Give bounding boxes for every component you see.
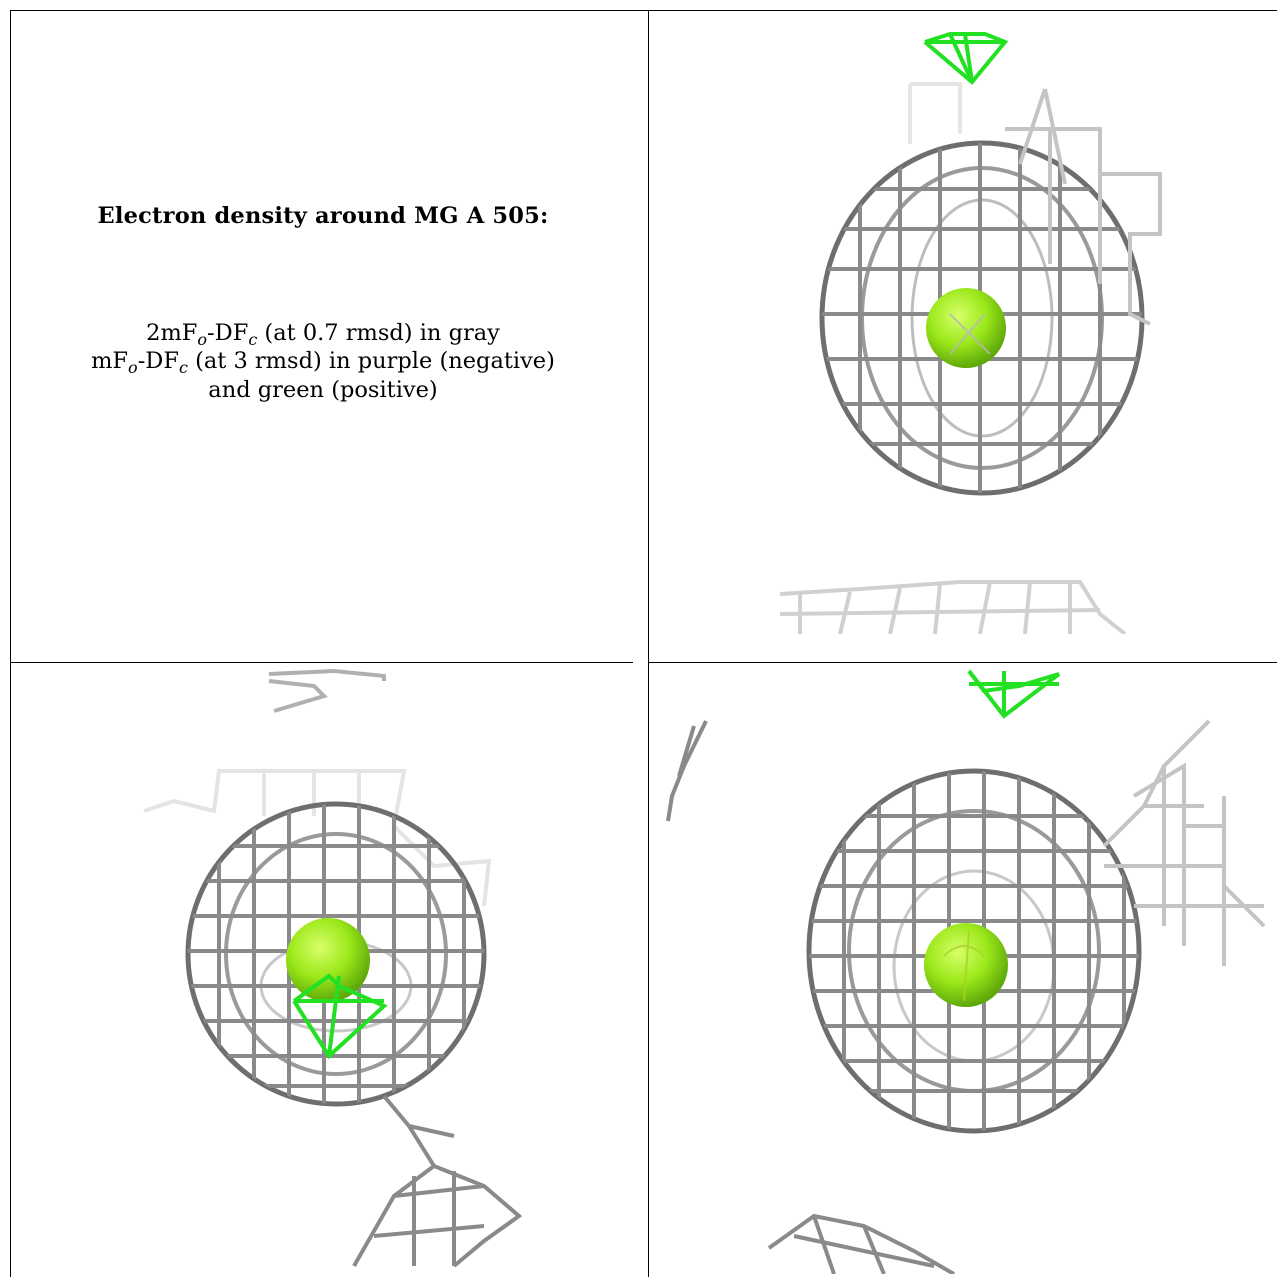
density-view-3-image: [666, 669, 1266, 1274]
caption-title: Electron density around MG A 505:: [97, 203, 549, 229]
density-view-3: [664, 666, 1274, 1274]
positive-density-mesh: [923, 32, 1009, 85]
positive-density-mesh: [967, 669, 1061, 719]
caption-line-2: mFo-DFc (at 3 rmsd) in purple (negative): [91, 348, 555, 377]
frame-left-rule: [10, 10, 11, 1277]
caption-line-1: 2mFo-DFc (at 0.7 rmsd) in gray: [146, 320, 500, 349]
frame-row-rule-left: [10, 662, 633, 663]
magnesium-ion: [286, 918, 370, 1002]
electron-density-mesh: [143, 668, 523, 1268]
density-view-2-image: [143, 668, 523, 1268]
positive-density-mesh: [292, 973, 388, 1060]
density-view-1-image: [779, 32, 1162, 634]
density-view-2: [14, 666, 632, 1274]
caption-line-3: and green (positive): [208, 377, 438, 403]
frame-middle-rule: [648, 10, 649, 1277]
density-view-1: [660, 14, 1274, 634]
frame-top-rule: [10, 10, 1277, 11]
frame-row-rule-right: [648, 662, 1277, 663]
magnesium-ion: [926, 288, 1006, 368]
electron-density-mesh: [666, 719, 1266, 1274]
